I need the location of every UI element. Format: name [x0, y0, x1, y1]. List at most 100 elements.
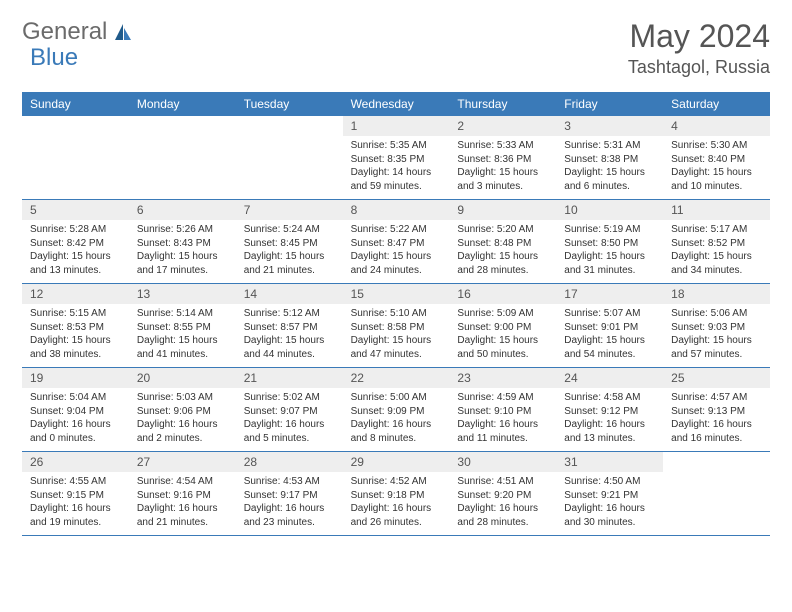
day-number: 28	[236, 452, 343, 472]
sunrise-text: Sunrise: 5:09 AM	[457, 307, 548, 321]
daylight-text: Daylight: 16 hours and 30 minutes.	[564, 502, 655, 529]
calendar-cell: 8Sunrise: 5:22 AMSunset: 8:47 PMDaylight…	[343, 200, 450, 283]
calendar-cell: 20Sunrise: 5:03 AMSunset: 9:06 PMDayligh…	[129, 368, 236, 451]
day-number: 21	[236, 368, 343, 388]
sunset-text: Sunset: 9:06 PM	[137, 405, 228, 419]
sunrise-text: Sunrise: 5:33 AM	[457, 139, 548, 153]
day-content: Sunrise: 5:04 AMSunset: 9:04 PMDaylight:…	[22, 388, 129, 451]
day-number	[129, 116, 236, 122]
daylight-text: Daylight: 15 hours and 44 minutes.	[244, 334, 335, 361]
brand-part1: General	[22, 18, 107, 46]
sunrise-text: Sunrise: 5:19 AM	[564, 223, 655, 237]
sunset-text: Sunset: 9:03 PM	[671, 321, 762, 335]
sunset-text: Sunset: 8:57 PM	[244, 321, 335, 335]
sunset-text: Sunset: 8:50 PM	[564, 237, 655, 251]
day-number: 24	[556, 368, 663, 388]
calendar-cell: 30Sunrise: 4:51 AMSunset: 9:20 PMDayligh…	[449, 452, 556, 535]
sunset-text: Sunset: 8:40 PM	[671, 153, 762, 167]
day-number: 20	[129, 368, 236, 388]
month-title: May 2024	[628, 18, 770, 55]
sunrise-text: Sunrise: 4:53 AM	[244, 475, 335, 489]
sunrise-text: Sunrise: 5:07 AM	[564, 307, 655, 321]
weekday-header-row: Sunday Monday Tuesday Wednesday Thursday…	[22, 92, 770, 116]
day-content: Sunrise: 5:31 AMSunset: 8:38 PMDaylight:…	[556, 136, 663, 199]
sunrise-text: Sunrise: 5:30 AM	[671, 139, 762, 153]
daylight-text: Daylight: 15 hours and 28 minutes.	[457, 250, 548, 277]
sunset-text: Sunset: 9:12 PM	[564, 405, 655, 419]
daylight-text: Daylight: 14 hours and 59 minutes.	[351, 166, 442, 193]
calendar-cell: 1Sunrise: 5:35 AMSunset: 8:35 PMDaylight…	[343, 116, 450, 199]
calendar-cell: 14Sunrise: 5:12 AMSunset: 8:57 PMDayligh…	[236, 284, 343, 367]
calendar-cell: 17Sunrise: 5:07 AMSunset: 9:01 PMDayligh…	[556, 284, 663, 367]
day-number: 9	[449, 200, 556, 220]
day-content: Sunrise: 5:22 AMSunset: 8:47 PMDaylight:…	[343, 220, 450, 283]
day-number: 27	[129, 452, 236, 472]
day-content: Sunrise: 5:35 AMSunset: 8:35 PMDaylight:…	[343, 136, 450, 199]
daylight-text: Daylight: 16 hours and 28 minutes.	[457, 502, 548, 529]
day-content: Sunrise: 4:51 AMSunset: 9:20 PMDaylight:…	[449, 472, 556, 535]
day-content: Sunrise: 4:57 AMSunset: 9:13 PMDaylight:…	[663, 388, 770, 451]
calendar-cell: 27Sunrise: 4:54 AMSunset: 9:16 PMDayligh…	[129, 452, 236, 535]
sunrise-text: Sunrise: 5:14 AM	[137, 307, 228, 321]
daylight-text: Daylight: 15 hours and 57 minutes.	[671, 334, 762, 361]
daylight-text: Daylight: 16 hours and 21 minutes.	[137, 502, 228, 529]
weekday-header: Tuesday	[236, 92, 343, 116]
calendar-cell: 23Sunrise: 4:59 AMSunset: 9:10 PMDayligh…	[449, 368, 556, 451]
day-number: 1	[343, 116, 450, 136]
sunrise-text: Sunrise: 5:03 AM	[137, 391, 228, 405]
daylight-text: Daylight: 16 hours and 16 minutes.	[671, 418, 762, 445]
calendar-cell: 21Sunrise: 5:02 AMSunset: 9:07 PMDayligh…	[236, 368, 343, 451]
sunset-text: Sunset: 9:00 PM	[457, 321, 548, 335]
day-number: 2	[449, 116, 556, 136]
day-content: Sunrise: 4:59 AMSunset: 9:10 PMDaylight:…	[449, 388, 556, 451]
calendar-cell: 22Sunrise: 5:00 AMSunset: 9:09 PMDayligh…	[343, 368, 450, 451]
calendar-cell: 26Sunrise: 4:55 AMSunset: 9:15 PMDayligh…	[22, 452, 129, 535]
sunrise-text: Sunrise: 4:52 AM	[351, 475, 442, 489]
sunrise-text: Sunrise: 5:26 AM	[137, 223, 228, 237]
sunset-text: Sunset: 8:58 PM	[351, 321, 442, 335]
weekday-header: Sunday	[22, 92, 129, 116]
sunset-text: Sunset: 8:38 PM	[564, 153, 655, 167]
day-content: Sunrise: 5:02 AMSunset: 9:07 PMDaylight:…	[236, 388, 343, 451]
sunrise-text: Sunrise: 5:10 AM	[351, 307, 442, 321]
sunrise-text: Sunrise: 4:50 AM	[564, 475, 655, 489]
daylight-text: Daylight: 16 hours and 11 minutes.	[457, 418, 548, 445]
calendar-cell: 19Sunrise: 5:04 AMSunset: 9:04 PMDayligh…	[22, 368, 129, 451]
calendar-cell	[663, 452, 770, 535]
sunset-text: Sunset: 8:42 PM	[30, 237, 121, 251]
sunrise-text: Sunrise: 5:35 AM	[351, 139, 442, 153]
sunset-text: Sunset: 9:18 PM	[351, 489, 442, 503]
sunset-text: Sunset: 8:47 PM	[351, 237, 442, 251]
daylight-text: Daylight: 15 hours and 13 minutes.	[30, 250, 121, 277]
day-content: Sunrise: 4:50 AMSunset: 9:21 PMDaylight:…	[556, 472, 663, 535]
brand-part2: Blue	[30, 44, 78, 72]
sunrise-text: Sunrise: 5:12 AM	[244, 307, 335, 321]
daylight-text: Daylight: 15 hours and 6 minutes.	[564, 166, 655, 193]
daylight-text: Daylight: 15 hours and 3 minutes.	[457, 166, 548, 193]
day-content: Sunrise: 5:00 AMSunset: 9:09 PMDaylight:…	[343, 388, 450, 451]
day-number: 11	[663, 200, 770, 220]
day-content: Sunrise: 5:15 AMSunset: 8:53 PMDaylight:…	[22, 304, 129, 367]
sunset-text: Sunset: 9:21 PM	[564, 489, 655, 503]
day-content: Sunrise: 4:52 AMSunset: 9:18 PMDaylight:…	[343, 472, 450, 535]
daylight-text: Daylight: 16 hours and 23 minutes.	[244, 502, 335, 529]
sunset-text: Sunset: 9:01 PM	[564, 321, 655, 335]
day-number	[22, 116, 129, 122]
day-number: 10	[556, 200, 663, 220]
day-content: Sunrise: 4:58 AMSunset: 9:12 PMDaylight:…	[556, 388, 663, 451]
calendar-cell: 12Sunrise: 5:15 AMSunset: 8:53 PMDayligh…	[22, 284, 129, 367]
sunrise-text: Sunrise: 5:04 AM	[30, 391, 121, 405]
weekday-header: Wednesday	[343, 92, 450, 116]
daylight-text: Daylight: 16 hours and 13 minutes.	[564, 418, 655, 445]
day-content: Sunrise: 4:53 AMSunset: 9:17 PMDaylight:…	[236, 472, 343, 535]
weekday-header: Thursday	[449, 92, 556, 116]
day-content: Sunrise: 5:06 AMSunset: 9:03 PMDaylight:…	[663, 304, 770, 367]
day-content: Sunrise: 4:55 AMSunset: 9:15 PMDaylight:…	[22, 472, 129, 535]
calendar-cell: 10Sunrise: 5:19 AMSunset: 8:50 PMDayligh…	[556, 200, 663, 283]
day-number: 22	[343, 368, 450, 388]
day-content: Sunrise: 5:24 AMSunset: 8:45 PMDaylight:…	[236, 220, 343, 283]
calendar-cell: 29Sunrise: 4:52 AMSunset: 9:18 PMDayligh…	[343, 452, 450, 535]
day-content: Sunrise: 5:12 AMSunset: 8:57 PMDaylight:…	[236, 304, 343, 367]
calendar-cell: 31Sunrise: 4:50 AMSunset: 9:21 PMDayligh…	[556, 452, 663, 535]
day-number	[663, 452, 770, 458]
